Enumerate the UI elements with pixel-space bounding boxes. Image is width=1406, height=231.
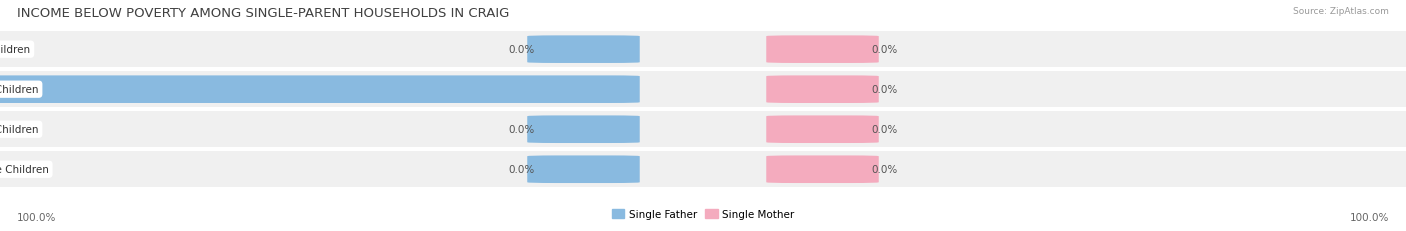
Text: 100.0%: 100.0% — [1350, 212, 1389, 222]
Text: 0.0%: 0.0% — [872, 164, 898, 174]
Text: INCOME BELOW POVERTY AMONG SINGLE-PARENT HOUSEHOLDS IN CRAIG: INCOME BELOW POVERTY AMONG SINGLE-PARENT… — [17, 7, 509, 20]
FancyBboxPatch shape — [527, 36, 640, 64]
Text: 5 or more Children: 5 or more Children — [0, 164, 49, 174]
FancyBboxPatch shape — [766, 156, 879, 183]
FancyBboxPatch shape — [766, 116, 879, 143]
FancyBboxPatch shape — [0, 76, 640, 103]
Legend: Single Father, Single Mother: Single Father, Single Mother — [607, 205, 799, 224]
FancyBboxPatch shape — [766, 76, 879, 103]
FancyBboxPatch shape — [527, 156, 640, 183]
Text: 0.0%: 0.0% — [508, 164, 534, 174]
Text: 0.0%: 0.0% — [872, 85, 898, 95]
FancyBboxPatch shape — [766, 36, 879, 64]
Text: 0.0%: 0.0% — [508, 125, 534, 135]
Text: 0.0%: 0.0% — [872, 45, 898, 55]
Text: 0.0%: 0.0% — [508, 45, 534, 55]
Text: Source: ZipAtlas.com: Source: ZipAtlas.com — [1294, 7, 1389, 16]
Text: 3 or 4 Children: 3 or 4 Children — [0, 125, 39, 135]
Text: No Children: No Children — [0, 45, 31, 55]
Text: 0.0%: 0.0% — [872, 125, 898, 135]
FancyBboxPatch shape — [527, 116, 640, 143]
Text: 100.0%: 100.0% — [17, 212, 56, 222]
Text: 1 or 2 Children: 1 or 2 Children — [0, 85, 39, 95]
